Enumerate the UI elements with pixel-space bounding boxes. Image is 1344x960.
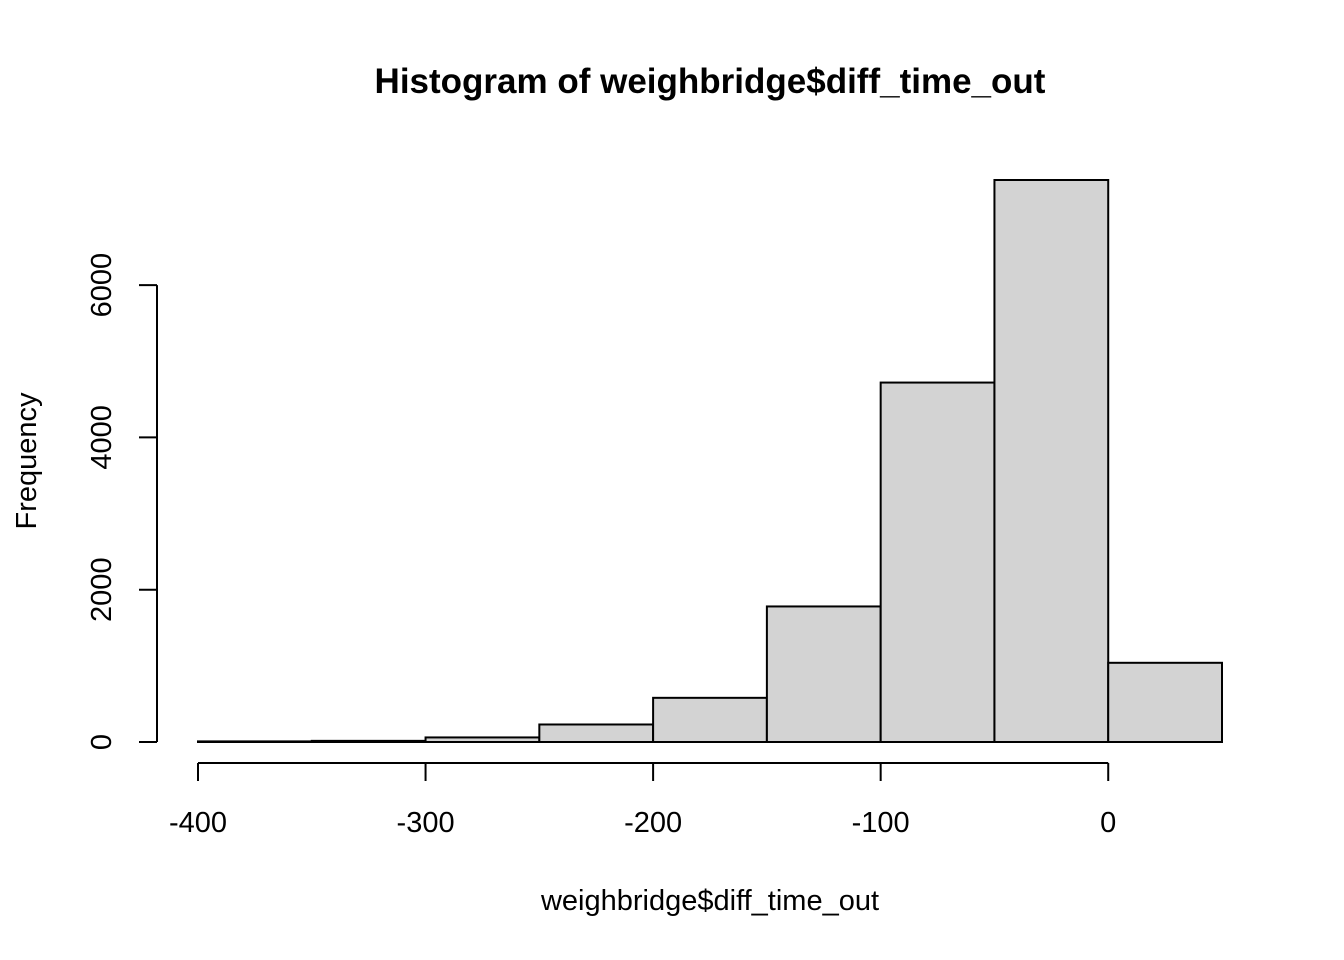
histogram-bar-6 [765, 605, 882, 744]
x-tick-label: -100 [852, 807, 910, 839]
x-axis-label: weighbridge$diff_time_out [540, 885, 879, 917]
y-tick-label: 4000 [86, 405, 118, 470]
histogram-bar-1 [197, 740, 313, 744]
x-tick-label: -400 [169, 807, 227, 839]
x-axis: -400 -300 -200 -100 0 [169, 762, 1116, 839]
y-tick-label: 0 [86, 734, 118, 750]
y-axis: 0 2000 4000 6000 [86, 253, 158, 750]
histogram-bar-5 [652, 696, 768, 743]
histogram-bar-9 [1107, 661, 1223, 744]
histogram-bar-3 [424, 736, 541, 744]
x-tick-label: -200 [624, 807, 682, 839]
histogram-bar-7 [879, 381, 996, 743]
x-tick-label: -300 [397, 807, 455, 839]
chart-title: Histogram of weighbridge$diff_time_out [375, 62, 1046, 101]
bars-group [197, 179, 1223, 744]
y-axis-label: Frequency [11, 392, 43, 530]
histogram-bar-4 [538, 723, 655, 744]
histogram-bar-2 [310, 739, 427, 744]
y-tick-label: 2000 [86, 557, 118, 622]
x-tick-label: 0 [1100, 807, 1116, 839]
histogram-bar-8 [993, 179, 1110, 743]
y-tick-label: 6000 [86, 253, 118, 318]
